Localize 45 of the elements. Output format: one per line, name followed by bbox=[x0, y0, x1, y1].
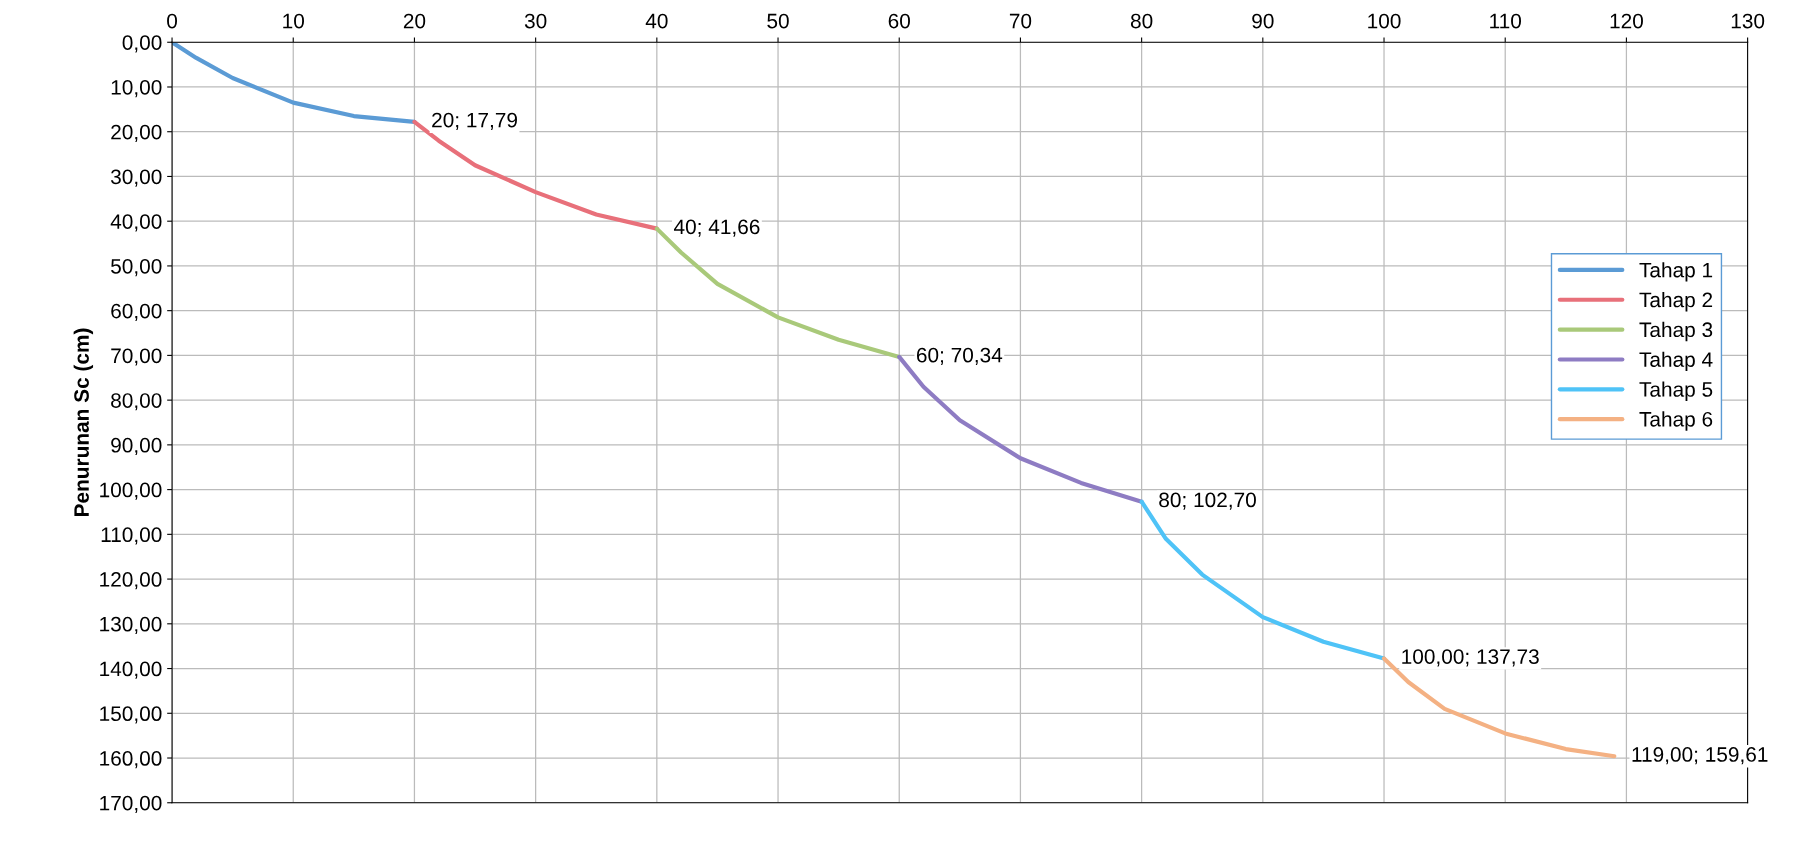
legend-label: Tahap 4 bbox=[1639, 351, 1713, 372]
y-tick-label: 140,00 bbox=[100, 661, 162, 679]
y-tick-label: 80,00 bbox=[111, 393, 162, 411]
x-tick-label: 100 bbox=[1368, 13, 1401, 29]
x-tick-label: 20 bbox=[403, 13, 426, 29]
x-tick-label: 120 bbox=[1610, 13, 1643, 29]
annotation: 40; 41,66 bbox=[673, 219, 760, 237]
y-tick-label: 170,00 bbox=[100, 795, 162, 813]
y-tick-label: 90,00 bbox=[111, 437, 162, 456]
x-tick-label: 10 bbox=[283, 13, 305, 29]
y-tick-label: 160,00 bbox=[100, 751, 162, 769]
y-tick-label: 40,00 bbox=[110, 214, 162, 232]
legend-label: Tahap 2 bbox=[1639, 291, 1713, 312]
x-tick-label: 80 bbox=[1130, 13, 1153, 29]
x-tick-label: 40 bbox=[645, 13, 668, 29]
y-tick-label: 50,00 bbox=[111, 258, 162, 277]
y-tick-label: 30,00 bbox=[110, 169, 162, 187]
x-tick-label: 90 bbox=[1252, 13, 1274, 29]
y-tick-label: 100,00 bbox=[100, 482, 162, 500]
y-tick-label: 130,00 bbox=[100, 616, 162, 635]
y-tick-label: 120,00 bbox=[100, 572, 162, 590]
x-tick-label: 0 bbox=[167, 13, 178, 29]
x-tick-label: 70 bbox=[1009, 13, 1032, 29]
annotation: 100,00; 137,73 bbox=[1402, 649, 1539, 667]
y-tick-label: 150,00 bbox=[100, 706, 162, 724]
y-tick-label: 110,00 bbox=[101, 527, 162, 545]
x-tick-label: 110 bbox=[1490, 13, 1522, 29]
x-tick-label: 30 bbox=[524, 13, 547, 29]
annotation: 119,00; 159,61 bbox=[1632, 747, 1768, 765]
legend-label: Tahap 5 bbox=[1639, 381, 1713, 401]
y-tick-label: 10,00 bbox=[111, 79, 162, 98]
legend-label: Tahap 1 bbox=[1639, 262, 1713, 282]
y-tick-label: 70,00 bbox=[111, 348, 162, 366]
annotation: 20; 17,79 bbox=[432, 112, 517, 130]
legend-label: Tahap 6 bbox=[1639, 411, 1713, 431]
y-axis-title: Penurunan Sc (cm) bbox=[73, 328, 94, 517]
annotation: 80; 102,70 bbox=[1159, 492, 1256, 510]
y-tick-label: 20,00 bbox=[111, 124, 162, 142]
x-tick-label: 130 bbox=[1731, 13, 1765, 29]
y-tick-label: 0,00 bbox=[122, 35, 162, 53]
x-tick-label: 50 bbox=[767, 13, 789, 29]
legend-label: Tahap 3 bbox=[1639, 321, 1713, 342]
y-tick-label: 60,00 bbox=[111, 303, 162, 321]
x-tick-label: 60 bbox=[888, 13, 910, 29]
annotation: 60; 70,34 bbox=[916, 347, 1003, 365]
